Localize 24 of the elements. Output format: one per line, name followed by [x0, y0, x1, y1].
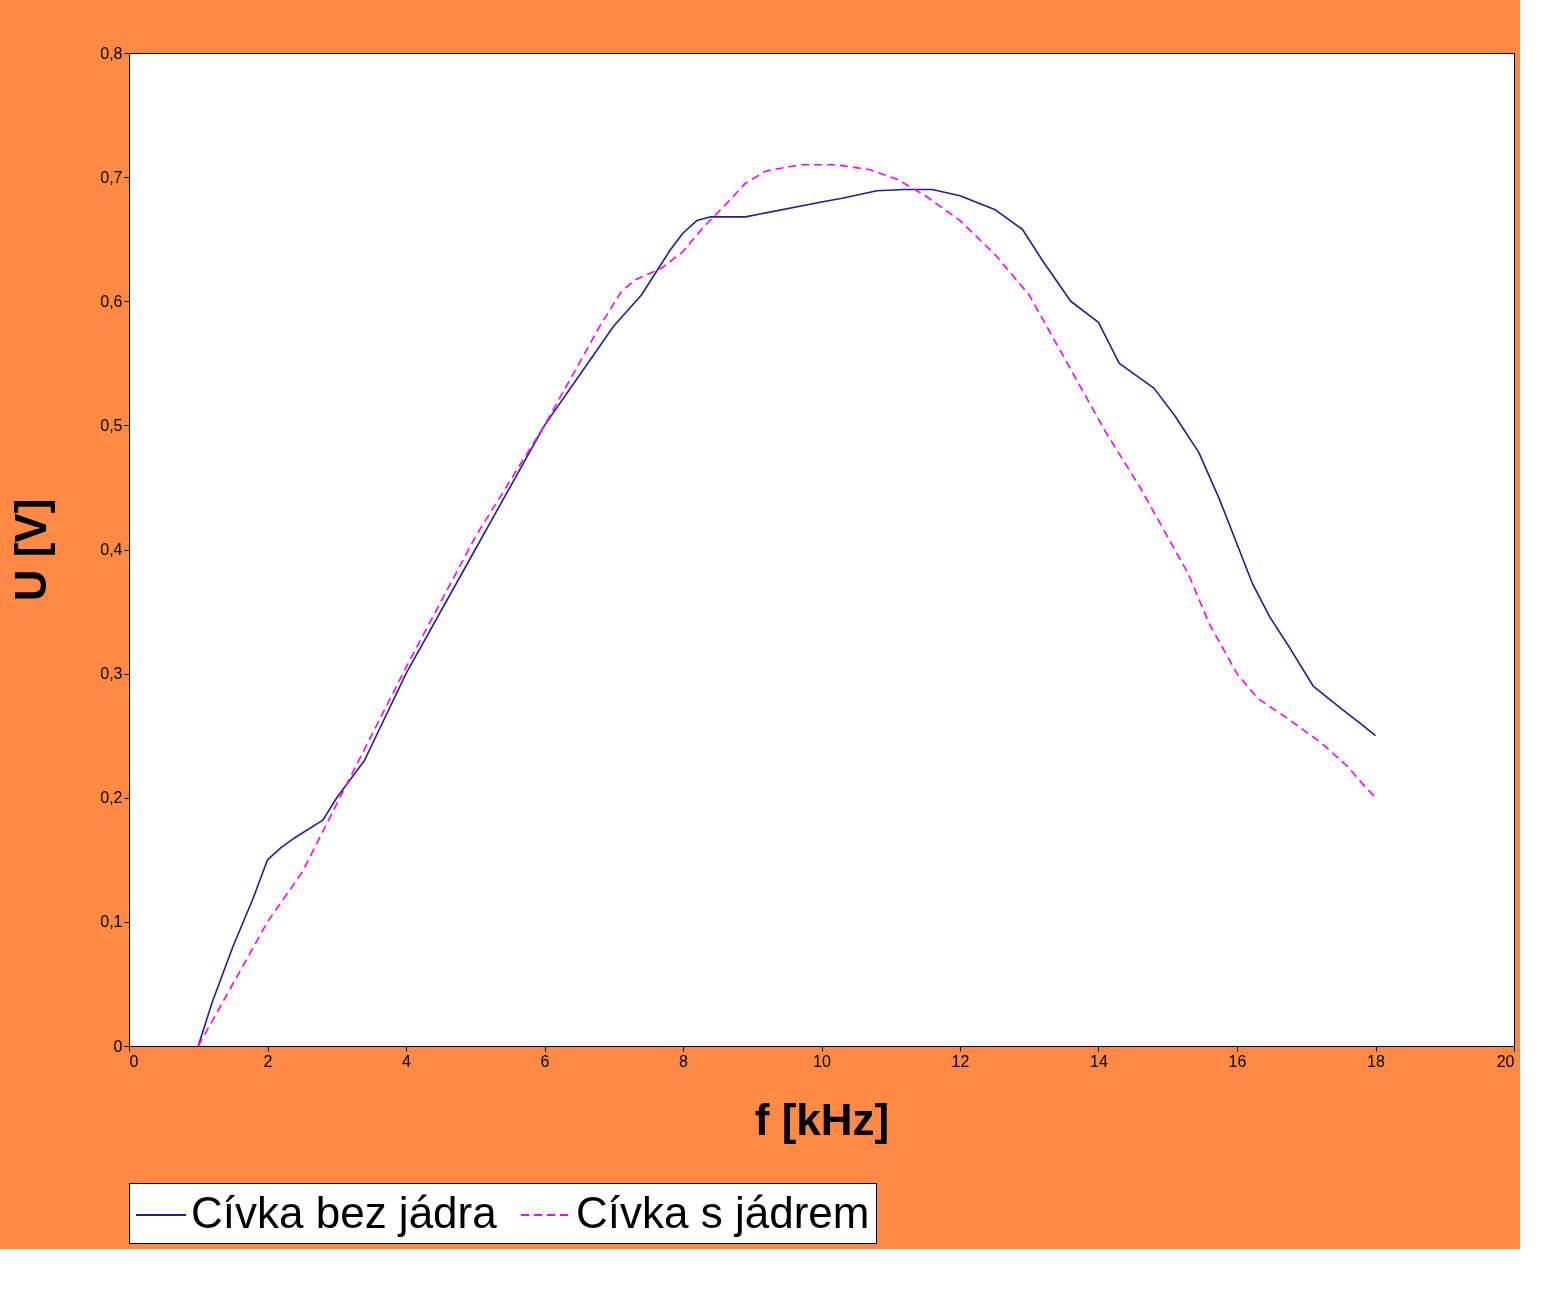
y-tick-label: 0,1: [100, 913, 123, 931]
x-tick-label: 8: [679, 1052, 689, 1070]
y-tick-label: 0,4: [100, 541, 123, 558]
y-tick-label: 0,6: [100, 292, 123, 310]
x-tick-label: 4: [402, 1052, 412, 1070]
x-tick-label: 20: [1496, 1052, 1515, 1070]
x-tick-label: 0: [129, 1052, 139, 1070]
legend-label: Cívka s jádrem: [576, 1188, 870, 1237]
legend-label: Cívka bez jádra: [191, 1188, 498, 1237]
x-tick-label: 2: [263, 1052, 273, 1070]
x-tick-label: 14: [1090, 1052, 1108, 1070]
x-tick-label: 16: [1228, 1052, 1247, 1070]
y-tick-label: 0: [113, 1037, 123, 1055]
y-tick-label: 0,2: [100, 789, 123, 807]
x-tick-label: 12: [951, 1052, 970, 1070]
y-axis-title: U [V]: [6, 498, 56, 602]
x-tick-label: 18: [1367, 1052, 1385, 1070]
x-tick-label: 10: [813, 1052, 831, 1070]
y-tick-label: 0,3: [100, 665, 123, 683]
y-tick-label: 0,5: [100, 416, 123, 434]
x-tick-label: 6: [540, 1052, 550, 1070]
x-axis-title: f [kHz]: [754, 1094, 890, 1144]
y-tick-label: 0,7: [100, 168, 123, 186]
y-tick-label: 0,8: [100, 44, 123, 62]
